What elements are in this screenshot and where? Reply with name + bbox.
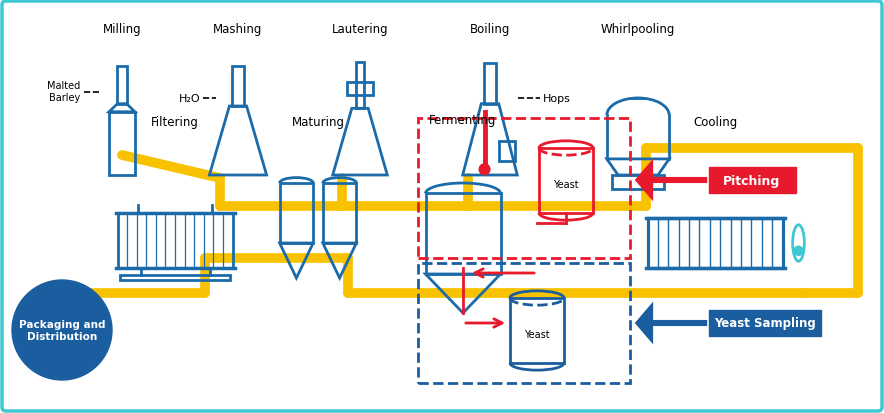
Text: Milling: Milling xyxy=(103,23,141,36)
Text: Yeast: Yeast xyxy=(524,330,550,339)
Bar xyxy=(355,63,364,109)
Text: Fermenting: Fermenting xyxy=(430,114,497,127)
Text: Yeast: Yeast xyxy=(553,180,579,190)
Bar xyxy=(323,183,356,243)
Bar xyxy=(347,83,373,96)
FancyBboxPatch shape xyxy=(709,310,821,336)
Bar xyxy=(279,183,313,243)
Text: Yeast Sampling: Yeast Sampling xyxy=(714,317,816,330)
Bar xyxy=(118,214,232,268)
Bar xyxy=(232,66,244,107)
Bar xyxy=(120,275,230,280)
Circle shape xyxy=(794,247,803,256)
Bar xyxy=(109,112,135,176)
Text: Whirlpooling: Whirlpooling xyxy=(601,23,675,36)
Text: Filtering: Filtering xyxy=(151,116,199,129)
Bar xyxy=(425,194,500,274)
Bar xyxy=(484,64,496,104)
Text: Packaging and
Distribution: Packaging and Distribution xyxy=(19,319,105,341)
Circle shape xyxy=(479,164,490,175)
Text: Malted
Barley: Malted Barley xyxy=(47,81,80,102)
Text: Lautering: Lautering xyxy=(332,23,388,36)
Bar xyxy=(612,176,664,189)
FancyBboxPatch shape xyxy=(709,168,796,194)
Bar xyxy=(647,218,782,268)
Text: Maturing: Maturing xyxy=(292,116,345,129)
Bar xyxy=(539,149,593,214)
Bar xyxy=(118,66,126,104)
Bar xyxy=(510,298,564,363)
Circle shape xyxy=(12,280,112,380)
Text: Cooling: Cooling xyxy=(693,116,737,129)
Text: Mashing: Mashing xyxy=(213,23,263,36)
Text: H₂O: H₂O xyxy=(179,94,200,104)
Text: Hops: Hops xyxy=(543,94,571,104)
Text: Pitching: Pitching xyxy=(723,174,781,187)
Text: Boiling: Boiling xyxy=(469,23,510,36)
Bar xyxy=(499,141,515,161)
